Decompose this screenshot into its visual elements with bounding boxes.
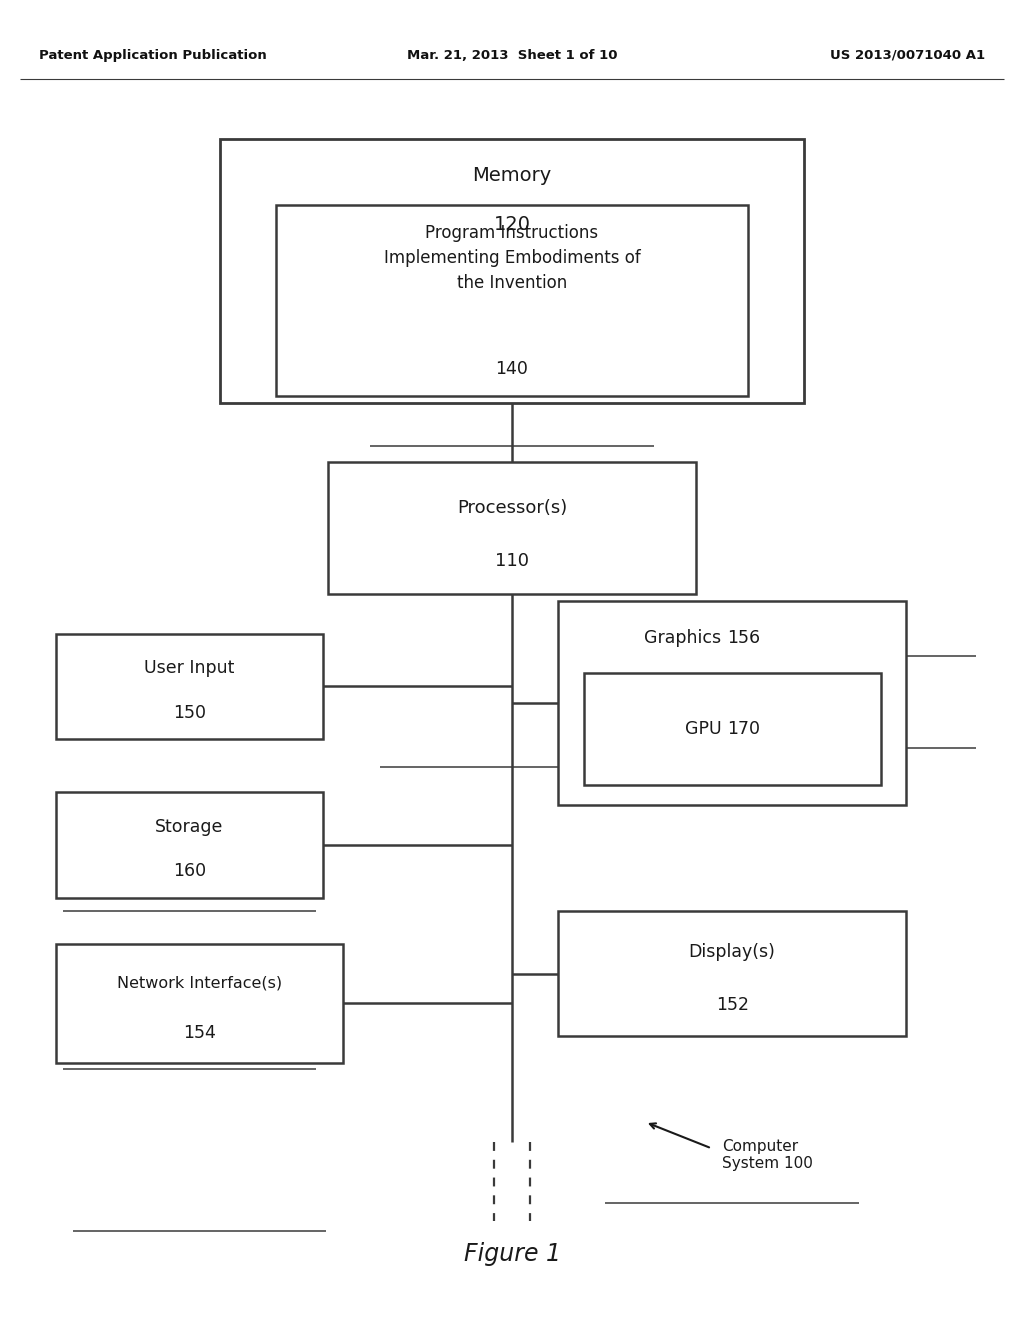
- Text: Computer
System 100: Computer System 100: [722, 1139, 813, 1171]
- Bar: [220, 139, 804, 403]
- Text: Processor(s): Processor(s): [457, 499, 567, 517]
- Bar: [56, 634, 323, 739]
- Text: Figure 1: Figure 1: [464, 1242, 560, 1266]
- Text: 154: 154: [183, 1024, 216, 1041]
- Bar: [276, 205, 748, 396]
- Text: 150: 150: [173, 704, 206, 722]
- Bar: [584, 673, 881, 785]
- Bar: [558, 601, 906, 805]
- Bar: [56, 792, 323, 898]
- Text: 170: 170: [727, 721, 760, 738]
- Text: Graphics: Graphics: [644, 628, 727, 647]
- Text: 120: 120: [494, 215, 530, 234]
- Text: Storage: Storage: [156, 818, 223, 836]
- Bar: [56, 944, 343, 1063]
- Text: 140: 140: [496, 360, 528, 379]
- Text: 156: 156: [727, 628, 760, 647]
- Text: Memory: Memory: [472, 166, 552, 185]
- Text: Program Instructions
Implementing Embodiments of
the Invention: Program Instructions Implementing Embodi…: [384, 224, 640, 292]
- Text: Mar. 21, 2013  Sheet 1 of 10: Mar. 21, 2013 Sheet 1 of 10: [407, 49, 617, 62]
- Text: US 2013/0071040 A1: US 2013/0071040 A1: [830, 49, 985, 62]
- Text: Network Interface(s): Network Interface(s): [117, 975, 283, 990]
- Text: GPU: GPU: [685, 721, 727, 738]
- Text: 110: 110: [495, 552, 529, 570]
- Text: User Input: User Input: [144, 660, 234, 677]
- Bar: [328, 462, 696, 594]
- Text: Patent Application Publication: Patent Application Publication: [39, 49, 266, 62]
- Text: Display(s): Display(s): [689, 944, 775, 961]
- Text: 152: 152: [716, 995, 749, 1014]
- Bar: [558, 911, 906, 1036]
- Text: 160: 160: [173, 862, 206, 880]
